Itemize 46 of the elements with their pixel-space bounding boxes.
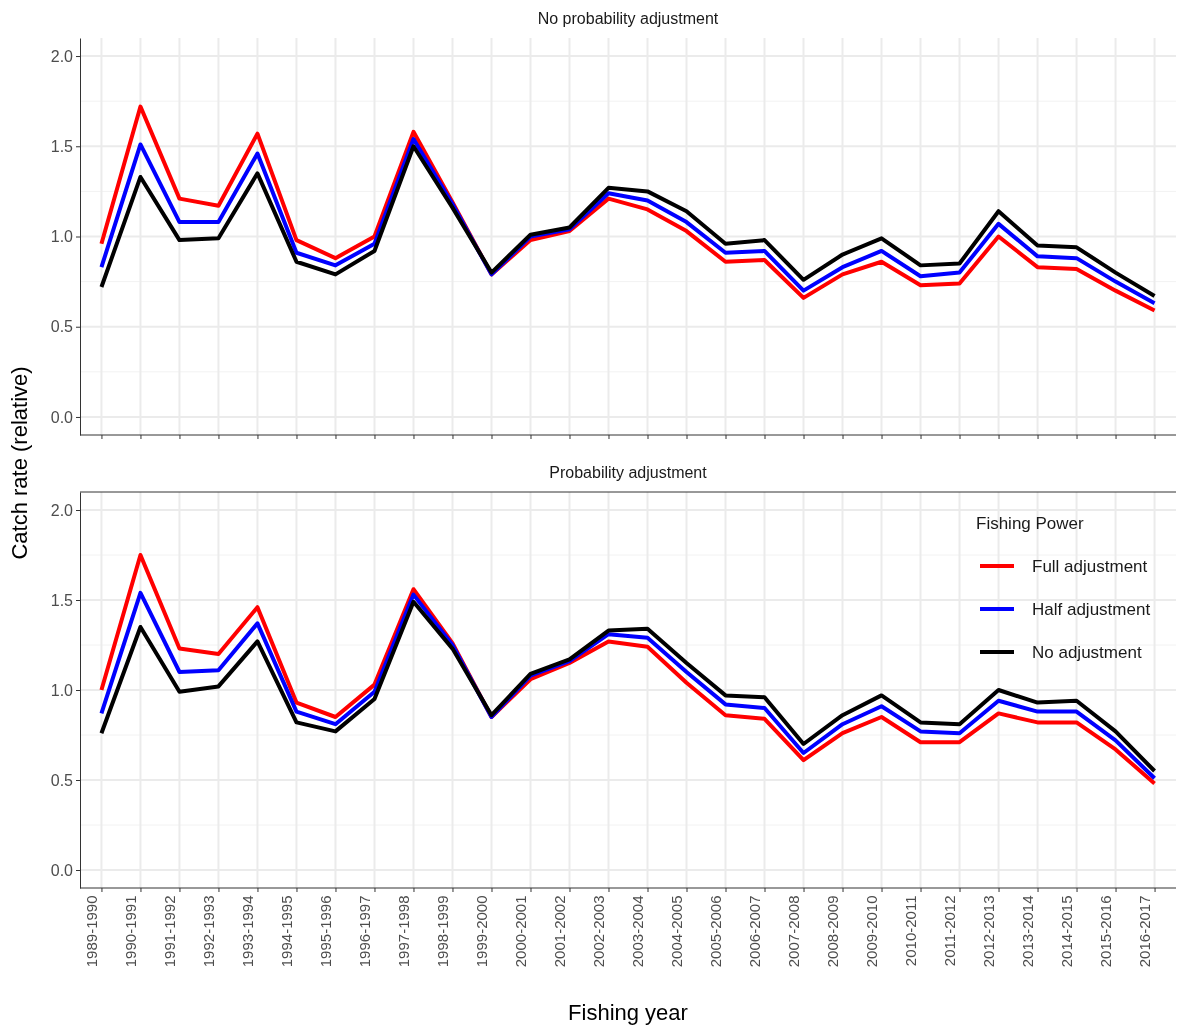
x-tick-label: 2004-2005 bbox=[667, 895, 685, 968]
x-tick-label: 2011-2012 bbox=[940, 895, 958, 967]
legend-label: Full adjustment bbox=[1032, 557, 1148, 576]
chart-title: No probability adjustment bbox=[537, 10, 719, 27]
legend-label: Half adjustment bbox=[1032, 600, 1151, 619]
x-tick-label: 2014-2015 bbox=[1057, 895, 1075, 968]
y-tick-label: 1.5 bbox=[50, 591, 74, 609]
y-tick-label: 0.5 bbox=[50, 318, 74, 336]
x-tick-label: 2006-2007 bbox=[745, 895, 763, 968]
x-tick-label: 1990-1991 bbox=[121, 895, 139, 968]
x-tick-label: 2007-2008 bbox=[784, 895, 802, 968]
x-tick-label: 1994-1995 bbox=[277, 895, 295, 968]
y-tick-label: 1.5 bbox=[50, 137, 74, 155]
x-tick-label: 2001-2002 bbox=[550, 895, 568, 968]
x-tick-label: 2003-2004 bbox=[628, 895, 646, 968]
x-tick-label: 2010-2011 bbox=[901, 895, 919, 967]
legend-title: Fishing Power bbox=[976, 514, 1085, 533]
x-tick-label: 2000-2001 bbox=[511, 895, 529, 968]
x-tick-label: 2015-2016 bbox=[1096, 895, 1114, 968]
y-axis-title: Catch rate (relative) bbox=[7, 366, 32, 560]
x-tick-label: 2016-2017 bbox=[1135, 895, 1153, 968]
chart-title: Probability adjustment bbox=[549, 464, 708, 481]
legend-label: No adjustment bbox=[1032, 643, 1142, 662]
x-tick-label: 1991-1992 bbox=[160, 895, 178, 968]
y-tick-label: 0.0 bbox=[50, 408, 74, 426]
y-tick-label: 2.0 bbox=[50, 47, 74, 65]
x-tick-label: 2008-2009 bbox=[823, 895, 841, 968]
x-tick-label: 2012-2013 bbox=[979, 895, 997, 968]
x-tick-label: 2013-2014 bbox=[1018, 895, 1036, 968]
x-tick-label: 2009-2010 bbox=[862, 895, 880, 968]
y-tick-label: 0.0 bbox=[50, 861, 74, 879]
y-tick-label: 2.0 bbox=[50, 501, 74, 519]
x-axis-title: Fishing year bbox=[568, 1000, 688, 1025]
x-tick-label: 1998-1999 bbox=[433, 895, 451, 968]
x-tick-label: 1992-1993 bbox=[199, 895, 217, 968]
x-tick-label: 1999-2000 bbox=[472, 895, 490, 968]
x-tick-label: 1996-1997 bbox=[355, 895, 373, 968]
y-tick-label: 0.5 bbox=[50, 771, 74, 789]
x-tick-label: 2002-2003 bbox=[589, 895, 607, 968]
x-tick-label: 1997-1998 bbox=[394, 895, 412, 968]
x-tick-label: 2005-2006 bbox=[706, 895, 724, 968]
x-tick-label: 1995-1996 bbox=[316, 895, 334, 968]
y-tick-label: 1.0 bbox=[50, 228, 74, 246]
x-tick-label: 1989-1990 bbox=[82, 895, 100, 968]
y-tick-label: 1.0 bbox=[50, 681, 74, 699]
x-tick-label: 1993-1994 bbox=[238, 895, 256, 968]
